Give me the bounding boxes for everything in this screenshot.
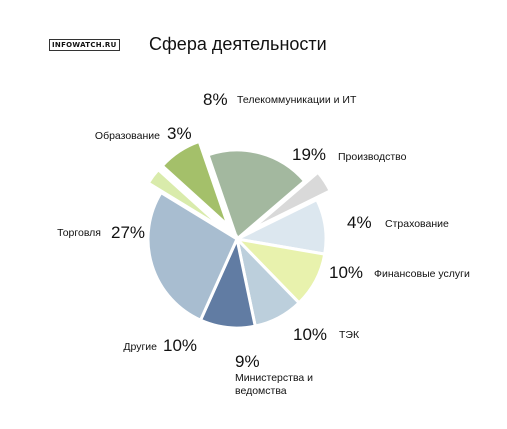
slice-value-label: 3% <box>167 124 192 143</box>
slice-value-label: 19% <box>292 145 326 164</box>
pie-slices <box>146 139 333 330</box>
slice-value-label: 10% <box>163 336 197 355</box>
slice-category-label: Производство <box>338 151 407 163</box>
slice-value-label: 10% <box>293 325 327 344</box>
pie-slice <box>160 139 230 227</box>
slice-category-label: Телекоммуникации и ИТ <box>237 94 357 106</box>
slice-category-label: Образование <box>95 130 160 142</box>
slice-value-label: 8% <box>203 90 228 109</box>
pie-slice <box>146 190 239 323</box>
slice-category-label: ТЭК <box>339 329 360 341</box>
slice-value-label: 4% <box>347 213 372 232</box>
pie-slice <box>206 148 307 242</box>
pie-slice <box>146 167 226 231</box>
slice-category-label: ведомства <box>235 385 287 397</box>
infowatch-logo: INFOWATCH.RU <box>49 39 120 51</box>
chart-title: Сфера деятельности <box>149 34 327 54</box>
slice-value-label: 9% <box>235 352 260 371</box>
slice-category-label: Министерства и <box>235 372 313 384</box>
slice-value-label: 10% <box>329 263 363 282</box>
slice-category-label: Финансовые услуги <box>374 268 470 280</box>
slice-category-label: Другие <box>123 341 157 353</box>
pie-labels: 19% Производство 4% Страхование 10% Финансовы… <box>57 90 470 397</box>
slice-category-label: Торговля <box>57 227 101 239</box>
pie-slice <box>249 170 333 232</box>
slice-category-label: Страхование <box>385 218 449 230</box>
slice-value-label: 27% <box>111 223 145 242</box>
